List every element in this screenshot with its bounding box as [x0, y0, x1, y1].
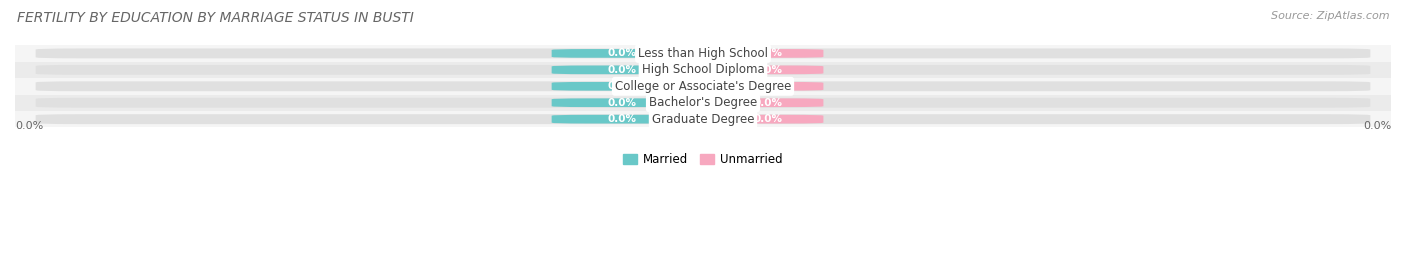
- FancyBboxPatch shape: [713, 66, 824, 74]
- Text: High School Diploma: High School Diploma: [641, 63, 765, 76]
- Text: 0.0%: 0.0%: [607, 81, 637, 91]
- Text: Source: ZipAtlas.com: Source: ZipAtlas.com: [1271, 11, 1389, 21]
- Bar: [15, 94, 1391, 111]
- FancyBboxPatch shape: [35, 98, 1371, 108]
- FancyBboxPatch shape: [713, 82, 824, 91]
- Text: 0.0%: 0.0%: [607, 65, 637, 75]
- Text: 0.0%: 0.0%: [15, 121, 44, 131]
- Text: 0.0%: 0.0%: [754, 65, 783, 75]
- Text: 0.0%: 0.0%: [607, 114, 637, 124]
- FancyBboxPatch shape: [35, 48, 1371, 58]
- Bar: [15, 62, 1391, 78]
- Legend: Married, Unmarried: Married, Unmarried: [619, 148, 787, 171]
- Text: College or Associate's Degree: College or Associate's Degree: [614, 80, 792, 93]
- FancyBboxPatch shape: [551, 49, 693, 58]
- FancyBboxPatch shape: [551, 115, 693, 123]
- Text: 0.0%: 0.0%: [1362, 121, 1391, 131]
- FancyBboxPatch shape: [713, 98, 824, 107]
- Text: 0.0%: 0.0%: [754, 114, 783, 124]
- Text: 0.0%: 0.0%: [607, 98, 637, 108]
- Text: Bachelor's Degree: Bachelor's Degree: [650, 96, 756, 109]
- FancyBboxPatch shape: [551, 82, 693, 91]
- FancyBboxPatch shape: [35, 114, 1371, 124]
- Bar: [15, 111, 1391, 128]
- Text: 0.0%: 0.0%: [607, 48, 637, 58]
- FancyBboxPatch shape: [551, 66, 693, 74]
- FancyBboxPatch shape: [551, 98, 693, 107]
- Text: 0.0%: 0.0%: [754, 48, 783, 58]
- Text: Graduate Degree: Graduate Degree: [652, 113, 754, 126]
- FancyBboxPatch shape: [35, 81, 1371, 91]
- FancyBboxPatch shape: [713, 49, 824, 58]
- Text: Less than High School: Less than High School: [638, 47, 768, 60]
- Bar: [15, 45, 1391, 62]
- FancyBboxPatch shape: [713, 115, 824, 123]
- Text: 0.0%: 0.0%: [754, 98, 783, 108]
- Bar: [15, 78, 1391, 94]
- Text: FERTILITY BY EDUCATION BY MARRIAGE STATUS IN BUSTI: FERTILITY BY EDUCATION BY MARRIAGE STATU…: [17, 11, 413, 25]
- Text: 0.0%: 0.0%: [754, 81, 783, 91]
- FancyBboxPatch shape: [35, 65, 1371, 75]
